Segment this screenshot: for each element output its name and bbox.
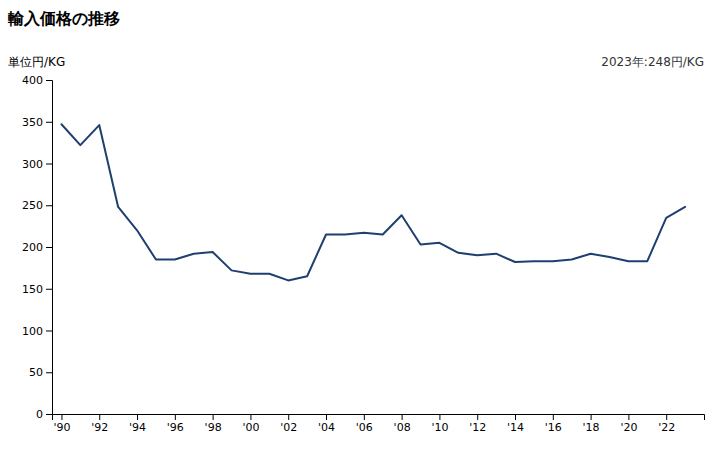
tick-label: '92 xyxy=(91,421,108,434)
x-tick: '02 xyxy=(280,414,297,434)
tick-label: '12 xyxy=(469,421,486,434)
tick-label: 400 xyxy=(22,74,43,87)
tick-mark xyxy=(46,414,52,415)
y-tick: 0 xyxy=(36,408,52,421)
tick-label: '02 xyxy=(280,421,297,434)
marks xyxy=(61,124,685,280)
tick-mark xyxy=(439,414,440,420)
x-tick: '96 xyxy=(167,414,184,434)
y-tick: 250 xyxy=(22,199,52,212)
axis-line xyxy=(46,81,53,415)
tick-mark xyxy=(46,372,52,373)
x-tick: '08 xyxy=(394,414,411,434)
x-tick: '94 xyxy=(129,414,146,434)
tick-mark xyxy=(46,247,52,248)
y-axis: 0 50 100 150 200 250 300 350 400 xyxy=(22,74,53,421)
y-tick: 150 xyxy=(22,283,52,296)
annotation: 2023年:248円/KG xyxy=(601,55,704,69)
y-tick: 50 xyxy=(29,366,52,379)
tick-label: '00 xyxy=(242,421,259,434)
tick-mark xyxy=(46,122,52,123)
x-tick: '10 xyxy=(431,414,448,434)
x-tick: '20 xyxy=(620,414,637,434)
x-tick: '04 xyxy=(318,414,335,434)
y-tick: 100 xyxy=(22,325,52,338)
tick-mark xyxy=(666,414,667,420)
tick-label: '14 xyxy=(507,421,524,434)
tick-label: 150 xyxy=(22,283,43,296)
tick-mark xyxy=(288,414,289,420)
tick-label: '04 xyxy=(318,421,335,434)
tick-label: '98 xyxy=(205,421,222,434)
tick-label: '20 xyxy=(620,421,637,434)
tick-mark xyxy=(250,414,251,420)
tick-mark xyxy=(137,414,138,420)
x-axis: '90 '92 '94 '96 '98 '00 '02 '04 '06 '08 '10 '12 '14 '… xyxy=(53,414,705,434)
plot-area: '90 '92 '94 '96 '98 '00 '02 '04 '06 '08 '10 '12 '14 '… xyxy=(22,74,705,434)
tick-mark xyxy=(515,414,516,420)
tick-label: 250 xyxy=(22,199,43,212)
x-tick: '12 xyxy=(469,414,486,434)
tick-mark xyxy=(46,289,52,290)
tick-label: '96 xyxy=(167,421,184,434)
x-tick: '90 xyxy=(53,414,70,434)
x-tick: '14 xyxy=(507,414,524,434)
tick-mark xyxy=(46,164,52,165)
tick-mark xyxy=(553,414,554,420)
tick-mark xyxy=(628,414,629,420)
tick-mark xyxy=(99,414,100,420)
tick-label: 50 xyxy=(29,366,43,379)
tick-mark xyxy=(46,205,52,206)
tick-mark xyxy=(175,414,176,420)
x-tick: '16 xyxy=(545,414,562,434)
tick-label: '10 xyxy=(431,421,448,434)
tick-mark xyxy=(402,414,403,420)
tick-mark xyxy=(46,80,52,81)
y-tick: 400 xyxy=(22,74,52,87)
y-tick: 350 xyxy=(22,116,52,129)
tick-mark xyxy=(61,414,62,420)
tick-label: '94 xyxy=(129,421,146,434)
line xyxy=(61,124,685,280)
y-axis-label: 単位円/KG xyxy=(8,55,65,69)
tick-label: 100 xyxy=(22,325,43,338)
x-tick: '00 xyxy=(242,414,259,434)
chart: '90 '92 '94 '96 '98 '00 '02 '04 '06 '08 '10 '12 '14 '… xyxy=(0,0,728,450)
tick-mark xyxy=(213,414,214,420)
tick-mark xyxy=(591,414,592,420)
x-tick: '06 xyxy=(356,414,373,434)
tick-label: '18 xyxy=(583,421,600,434)
x-tick: '18 xyxy=(583,414,600,434)
tick-label: '16 xyxy=(545,421,562,434)
x-tick: '22 xyxy=(658,414,675,434)
y-tick: 300 xyxy=(22,158,52,171)
tick-mark xyxy=(326,414,327,420)
tick-mark xyxy=(364,414,365,420)
tick-label: '22 xyxy=(658,421,675,434)
tick-label: 350 xyxy=(22,116,43,129)
tick-label: '08 xyxy=(394,421,411,434)
tick-label: 200 xyxy=(22,241,43,254)
title: 輸入価格の推移 xyxy=(7,9,120,28)
tick-mark xyxy=(477,414,478,420)
x-tick: '92 xyxy=(91,414,108,434)
tick-label: 0 xyxy=(36,408,43,421)
y-tick: 200 xyxy=(22,241,52,254)
tick-mark xyxy=(46,331,52,332)
tick-label: '90 xyxy=(53,421,70,434)
x-tick: '98 xyxy=(205,414,222,434)
axis-line xyxy=(53,415,705,421)
tick-label: 300 xyxy=(22,158,43,171)
tick-label: '06 xyxy=(356,421,373,434)
